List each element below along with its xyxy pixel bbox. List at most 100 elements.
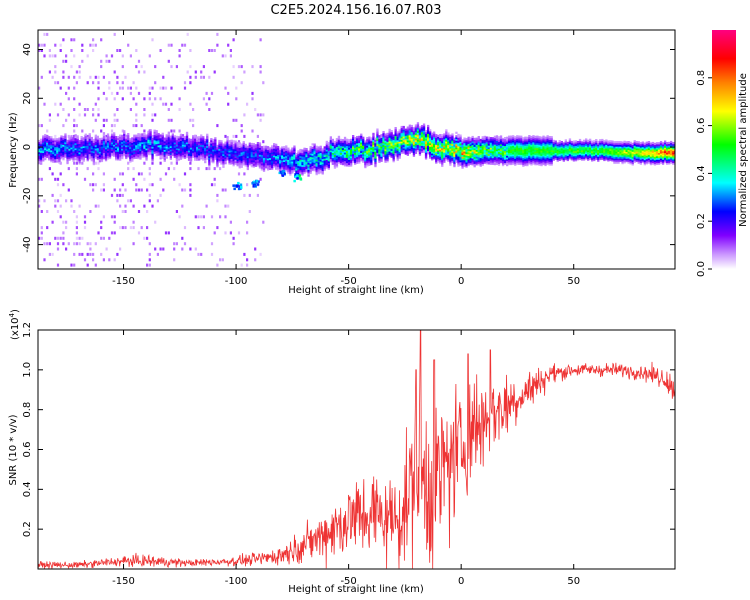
ridge-cell (206, 138, 209, 141)
ridge-cell (299, 159, 302, 162)
ridge-cell (165, 148, 168, 151)
ridge-cell (380, 152, 383, 156)
ridge-cell (42, 155, 45, 159)
ridge-cell (453, 151, 456, 154)
ridge-cell (250, 156, 253, 159)
ridge-cell (374, 154, 377, 157)
ridge-cell (141, 143, 144, 146)
noise-cell (135, 113, 138, 117)
ridge-cell (297, 164, 300, 167)
ridge-cell (155, 148, 158, 152)
noise-cell (210, 91, 214, 95)
ridge-cell (76, 152, 79, 155)
ridge-cell (360, 147, 363, 150)
ridge-cell (70, 142, 73, 145)
ridge-cell (200, 148, 203, 151)
ridge-cell (572, 145, 576, 148)
noise-cell (194, 247, 197, 251)
ridge-cell (625, 141, 628, 144)
ridge-cell (82, 144, 85, 147)
ridge-cell (416, 125, 420, 128)
ridge-cell (98, 143, 102, 146)
ridge-cell (445, 148, 448, 151)
noise-cell (89, 210, 92, 213)
ridge-cell (171, 142, 174, 145)
ridge-cell (459, 156, 462, 159)
noise-cell (97, 204, 100, 208)
ridge-cell (44, 156, 47, 159)
noise-cell (59, 236, 62, 240)
ridge-cell (147, 146, 150, 149)
ridge-cell (275, 145, 278, 148)
ridge-cell (601, 144, 604, 147)
ridge-cell (530, 149, 533, 152)
ridge-cell (228, 143, 231, 146)
ridge-cell (447, 137, 450, 140)
ridge-cell (356, 154, 359, 158)
noise-cell (202, 226, 205, 230)
noise-cell (129, 226, 132, 230)
ridge-cell (356, 158, 359, 161)
ridge-cell (50, 143, 53, 146)
ridge-cell (621, 141, 624, 144)
ridge-cell (202, 151, 205, 154)
ridge-cell (368, 158, 371, 161)
ridge-cell (129, 143, 132, 146)
ridge-cell (106, 135, 110, 138)
ridge-cell (198, 155, 201, 158)
ridge-cell (479, 150, 482, 153)
ridge-cell (394, 142, 397, 145)
ridge-cell (273, 146, 276, 149)
noise-cell (108, 258, 111, 262)
ridge-cell (392, 155, 395, 158)
noise-cell (62, 231, 65, 235)
ridge-cell (548, 149, 551, 152)
ridge-cell (153, 133, 156, 136)
ridge-cell (345, 152, 349, 155)
ridge-cell (380, 134, 383, 137)
noise-cell (59, 86, 62, 90)
ridge-cell (392, 137, 395, 141)
ridge-cell (376, 149, 379, 152)
noise-cell (256, 113, 259, 117)
noise-cell (137, 172, 141, 176)
ridge-cell (311, 155, 314, 158)
ridge-cell (451, 145, 454, 148)
ridge-cell (258, 161, 262, 164)
ridge-cell (343, 150, 347, 153)
ridge-cell (281, 146, 284, 149)
noise-cell (78, 252, 81, 256)
ridge-cell (580, 148, 584, 151)
ridge-cell (501, 155, 505, 158)
ridge-cell (262, 166, 266, 169)
ridge-cell (181, 140, 185, 144)
ridge-cell (347, 157, 351, 160)
ridge-cell (568, 157, 572, 160)
ridge-cell (303, 161, 306, 164)
noise-cell (124, 75, 127, 79)
ridge-cell (244, 155, 247, 158)
noise-cell (205, 204, 208, 208)
ridge-cell (487, 140, 490, 143)
ridge-cell (48, 146, 51, 149)
ridge-cell (96, 140, 99, 144)
noise-cell (113, 231, 116, 235)
noise-cell (140, 172, 143, 176)
ridge-cell (358, 142, 361, 145)
ridge-cell (429, 129, 432, 132)
ridge-cell (92, 147, 95, 150)
ridge-cell (380, 158, 383, 161)
ridge-cell (335, 158, 339, 161)
ridge-cell (603, 147, 606, 150)
ridge-cell (408, 151, 411, 155)
ridge-cell (135, 155, 138, 158)
noise-cell (97, 231, 100, 235)
ridge-cell (380, 154, 383, 157)
noise-cell (110, 215, 114, 219)
ridge-cell (151, 144, 154, 147)
ridge-cell (135, 156, 138, 159)
ridge-cell (593, 145, 596, 148)
ridge-cell (127, 153, 130, 156)
noise-cell (70, 65, 73, 69)
ridge-cell (418, 145, 422, 148)
